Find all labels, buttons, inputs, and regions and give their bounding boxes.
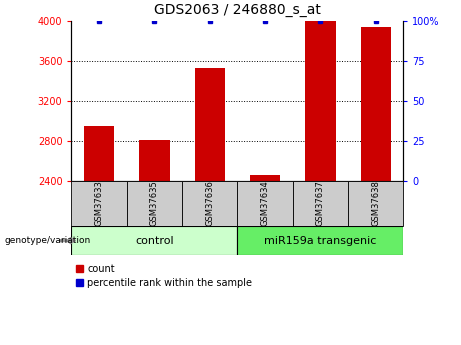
Text: GSM37636: GSM37636 <box>205 181 214 226</box>
Text: GSM37638: GSM37638 <box>371 181 380 226</box>
Text: genotype/variation: genotype/variation <box>5 236 91 245</box>
Text: GSM37634: GSM37634 <box>260 181 270 226</box>
Bar <box>139 140 170 181</box>
Bar <box>84 126 114 181</box>
Title: GDS2063 / 246880_s_at: GDS2063 / 246880_s_at <box>154 3 321 17</box>
Text: GSM37635: GSM37635 <box>150 181 159 226</box>
Bar <box>195 68 225 181</box>
Bar <box>71 226 237 255</box>
Bar <box>305 21 336 181</box>
Text: GSM37637: GSM37637 <box>316 181 325 226</box>
Bar <box>250 175 280 181</box>
Bar <box>127 181 182 226</box>
Bar <box>71 181 127 226</box>
Text: control: control <box>135 236 174 246</box>
Bar <box>293 181 348 226</box>
Bar <box>348 181 403 226</box>
Text: GSM37633: GSM37633 <box>95 181 104 226</box>
Legend: count, percentile rank within the sample: count, percentile rank within the sample <box>77 264 252 287</box>
Bar <box>237 226 403 255</box>
Bar <box>361 27 391 181</box>
Bar <box>182 181 237 226</box>
Text: miR159a transgenic: miR159a transgenic <box>264 236 377 246</box>
Bar <box>237 181 293 226</box>
